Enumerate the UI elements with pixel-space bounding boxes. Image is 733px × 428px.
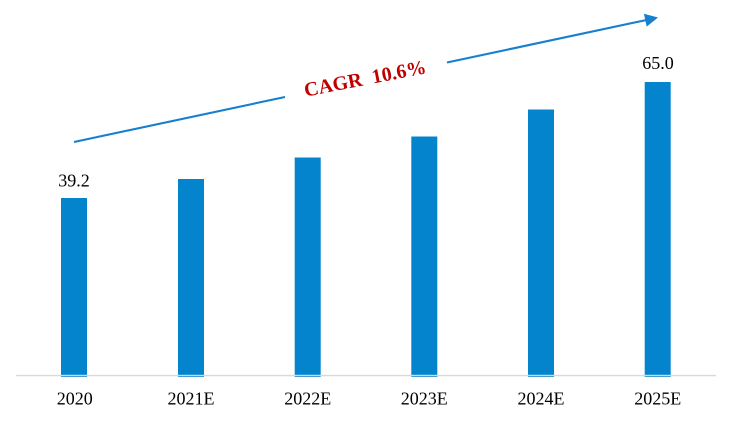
- svg-text:2024E: 2024E: [518, 389, 565, 409]
- svg-text:2023E: 2023E: [401, 389, 448, 409]
- svg-text:2020: 2020: [57, 389, 93, 409]
- svg-text:2025E: 2025E: [634, 389, 681, 409]
- svg-text:39.2: 39.2: [58, 171, 90, 191]
- svg-text:2021E: 2021E: [168, 389, 215, 409]
- svg-text:65.0: 65.0: [642, 53, 674, 73]
- svg-text:2022E: 2022E: [284, 389, 331, 409]
- svg-text:CAGR 10.6%: CAGR 10.6%: [302, 56, 428, 101]
